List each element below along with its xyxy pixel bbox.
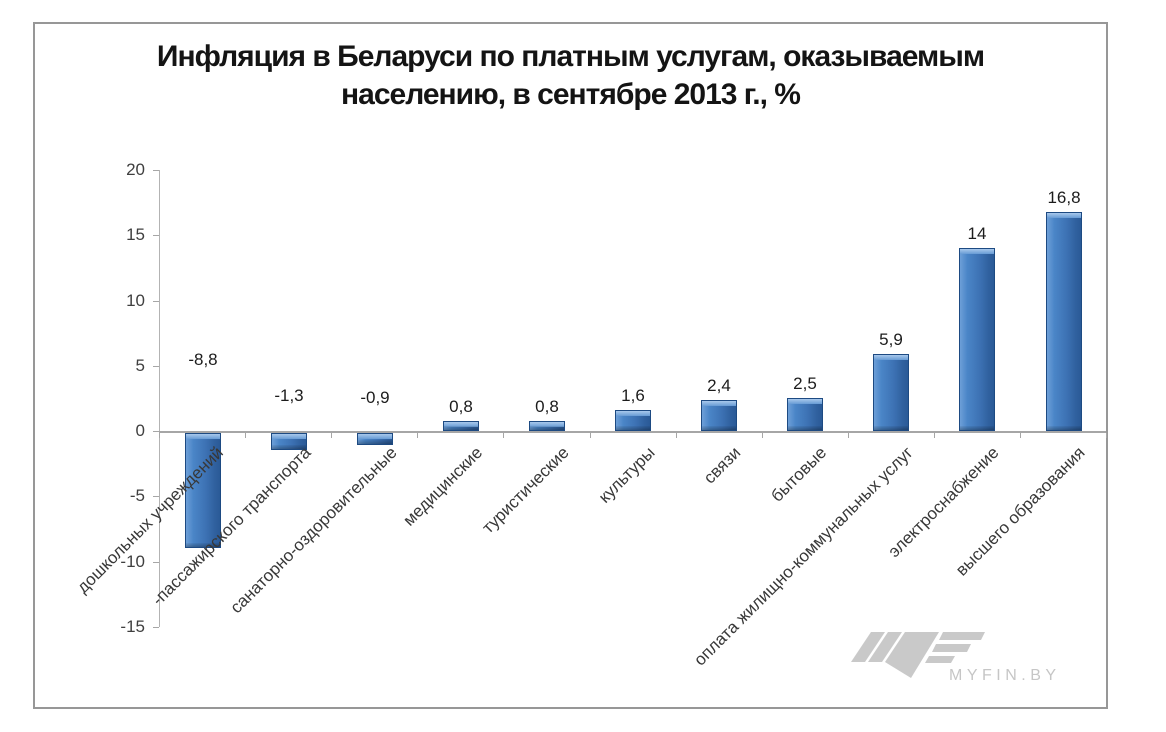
chart-title-line1: Инфляция в Беларуси по платным услугам, … <box>156 40 985 73</box>
bar <box>701 400 737 431</box>
plot-area: 20 15 10 5 0 -5 -10 -15 -8,8 дошкольных учреждени… <box>35 24 1107 707</box>
category-label: культуры <box>594 443 659 507</box>
value-label: 0,8 <box>449 397 473 416</box>
category-tick <box>1020 433 1021 438</box>
category-label: медицинские <box>399 443 487 530</box>
watermark-text: MYFIN.BY <box>949 667 1061 684</box>
chart-frame: Инфляция в Беларуси по платным услугам, … <box>33 22 1108 709</box>
bar <box>1046 212 1082 431</box>
value-label: 1,6 <box>621 386 645 405</box>
value-label: 16,8 <box>1047 188 1081 207</box>
y-axis-tick <box>153 562 159 563</box>
chart-title: Инфляция в Беларуси по платным услугам, … <box>35 38 1106 114</box>
y-axis-line <box>159 170 160 627</box>
category-tick <box>159 433 160 438</box>
value-label: -1,3 <box>274 386 304 405</box>
category-tick <box>245 433 246 438</box>
y-axis-label: 15 <box>126 225 145 244</box>
y-axis-tick <box>153 431 159 432</box>
value-label: 0,8 <box>535 397 559 416</box>
category-tick <box>590 433 591 438</box>
y-axis-label: 10 <box>126 291 145 310</box>
y-axis-tick <box>153 235 159 236</box>
value-label: -8,8 <box>188 350 218 369</box>
y-axis-label: -5 <box>129 486 145 505</box>
category-tick <box>676 433 677 438</box>
y-axis-label: -15 <box>120 617 145 636</box>
category-tick <box>848 433 849 438</box>
bar <box>529 421 565 431</box>
y-axis-label: 20 <box>126 160 145 179</box>
category-tick <box>762 433 763 438</box>
bar <box>873 354 909 431</box>
chart-title-line2: населению, в сентябре 2013 г., % <box>341 78 801 111</box>
category-tick <box>417 433 418 438</box>
y-axis-tick <box>153 496 159 497</box>
bar <box>787 398 823 431</box>
y-axis-tick <box>153 366 159 367</box>
category-label: связи <box>699 443 745 488</box>
bar <box>443 421 479 431</box>
value-label: 2,4 <box>707 376 731 395</box>
bar <box>271 433 307 450</box>
bar <box>615 410 651 431</box>
bar <box>959 248 995 431</box>
myfin-watermark: MYFIN.BY <box>847 616 1097 688</box>
value-label: 14 <box>967 224 987 243</box>
y-axis-label: 0 <box>135 421 145 440</box>
category-tick <box>331 433 332 438</box>
value-label: 5,9 <box>879 330 903 349</box>
y-axis-label: -10 <box>120 552 145 571</box>
category-tick <box>934 433 935 438</box>
category-label: санаторно-оздоровительные <box>226 443 401 618</box>
myfin-logo-icon: MYFIN.BY <box>851 632 1061 684</box>
y-axis-tick <box>153 170 159 171</box>
bar <box>357 433 393 445</box>
category-label: туристические <box>478 443 573 538</box>
category-label: бытовые <box>767 443 831 506</box>
category-tick <box>503 433 504 438</box>
category-label: -пассажирского транспорта <box>148 443 315 610</box>
zero-axis-line <box>159 431 1106 433</box>
y-axis-tick <box>153 627 159 628</box>
value-label: 2,5 <box>793 374 817 393</box>
y-axis-tick <box>153 301 159 302</box>
y-axis-label: 5 <box>135 356 145 375</box>
bar <box>185 433 221 548</box>
value-label: -0,9 <box>360 388 390 407</box>
category-tick <box>1106 433 1107 438</box>
